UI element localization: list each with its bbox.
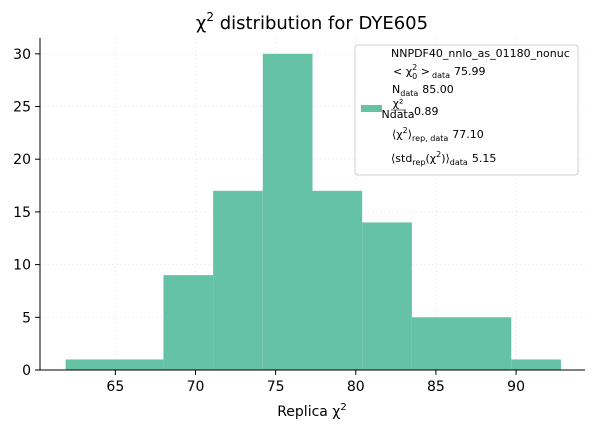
- legend-std-value: 5.15: [472, 152, 497, 165]
- histogram-bar-4: [312, 190, 363, 370]
- legend-chi2-label: < χ: [393, 65, 413, 78]
- x-tick-label-5: 90: [507, 379, 525, 395]
- legend-rep-line: ⟨χ2⟩rep, data 77.10: [392, 126, 484, 143]
- histogram-bar-7: [511, 359, 561, 370]
- legend-std-sup: 2: [436, 150, 441, 159]
- y-tick-label-0: 0: [22, 363, 31, 379]
- legend-std-line: ⟨stdrep(χ2)⟩data 5.15: [391, 150, 496, 167]
- legend-std-mid: (χ: [425, 152, 436, 165]
- chart-title-chi: χ: [196, 13, 206, 34]
- legend-std-label: ⟨std: [391, 152, 412, 165]
- y-tick-label-6: 30: [13, 47, 31, 63]
- legend-series-name: NNPDF40_nnlo_as_01180_nonuc: [391, 47, 570, 60]
- x-axis-label: Replica χ2: [277, 402, 347, 420]
- legend-chi2-after: >: [417, 65, 430, 78]
- x-tick-label-4: 85: [427, 379, 445, 395]
- chart-title-sup: 2: [206, 10, 214, 24]
- x-tick-label-3: 80: [347, 379, 365, 395]
- x-axis-label-main: Replica χ: [277, 404, 340, 420]
- legend-swatch: [361, 105, 382, 112]
- legend-ndata-sub: data: [400, 89, 418, 98]
- legend-ratio-num: χ²: [393, 97, 404, 110]
- y-tick-label-5: 25: [13, 100, 31, 116]
- legend-rep-value: 77.10: [452, 128, 484, 141]
- legend-ratio-line: χ² Ndata 0.89: [381, 97, 438, 121]
- legend-chi2-sub: 0: [412, 72, 417, 81]
- legend-chi2-value: 75.99: [454, 65, 486, 78]
- x-tick-label-0: 65: [106, 379, 124, 395]
- legend-ndata-line: Ndata 85.00: [392, 83, 454, 98]
- legend-ndata-label: N: [392, 83, 400, 96]
- y-axis-ticks: 0 5 10 15 20 25 30: [13, 47, 40, 379]
- legend-std-sub1: rep: [412, 158, 425, 167]
- histogram-bar-5: [362, 222, 412, 370]
- y-tick-label-1: 5: [22, 310, 31, 326]
- legend-ratio-den: Ndata: [381, 108, 414, 121]
- histogram-bar-2: [213, 190, 263, 370]
- chart-title-rest: distribution for DYE605: [214, 13, 428, 34]
- legend-ratio-value: 0.89: [414, 105, 439, 118]
- histogram-bar-0: [65, 359, 164, 370]
- histogram-bar-6: [411, 317, 512, 370]
- x-axis-label-sup: 2: [340, 402, 346, 413]
- legend-chi2-sub2: data: [432, 71, 450, 80]
- chart-title: χ2 distribution for DYE605: [196, 10, 428, 34]
- legend-rep-after: ⟩: [408, 128, 412, 141]
- y-tick-label-2: 10: [13, 258, 31, 274]
- legend-ndata-value: 85.00: [422, 83, 454, 96]
- histogram-bar-1: [163, 275, 214, 370]
- legend-rep-sub: rep, data: [412, 134, 448, 143]
- x-axis-ticks: 65 70 75 80 85 90: [106, 370, 525, 395]
- legend-chi2-line: < χ2 0 > data 75.99: [393, 63, 486, 81]
- legend: NNPDF40_nnlo_as_01180_nonuc < χ2 0 > data 7…: [354, 44, 579, 176]
- legend-rep-label: ⟨χ: [392, 128, 403, 141]
- legend-std-after: )⟩: [441, 152, 450, 165]
- x-tick-label-2: 75: [267, 379, 285, 395]
- y-tick-label-3: 15: [13, 205, 31, 221]
- legend-chi2-sup: 2: [412, 63, 417, 72]
- y-tick-label-4: 20: [13, 152, 31, 168]
- legend-frame: [354, 44, 579, 176]
- x-tick-label-1: 70: [187, 379, 205, 395]
- histogram-bars: [65, 53, 561, 371]
- legend-std-sub2: data: [450, 158, 468, 167]
- legend-rep-sup: 2: [403, 126, 408, 135]
- histogram-bar-3: [262, 53, 313, 371]
